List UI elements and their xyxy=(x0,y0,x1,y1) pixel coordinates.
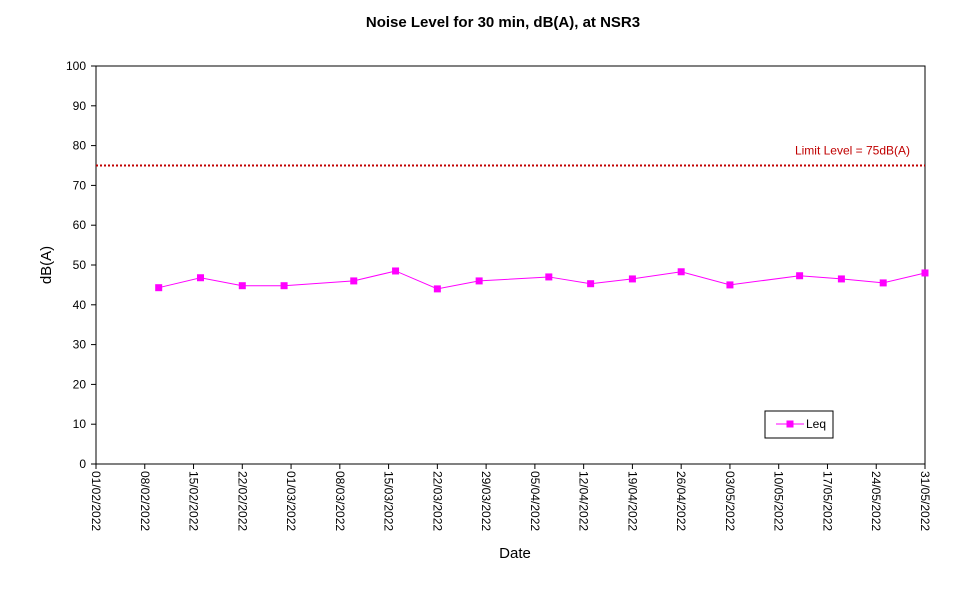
data-point xyxy=(879,279,887,287)
data-point xyxy=(280,282,288,290)
data-point xyxy=(392,267,400,275)
legend-marker-swatch xyxy=(786,420,794,428)
x-tick-label: 10/05/2022 xyxy=(772,471,786,531)
data-point xyxy=(677,268,685,276)
x-tick-label: 17/05/2022 xyxy=(820,471,834,531)
y-tick-label: 60 xyxy=(73,218,87,232)
y-tick-label: 50 xyxy=(73,258,87,272)
y-tick-label: 0 xyxy=(79,457,86,471)
plot-area xyxy=(95,65,926,465)
x-tick-label: 29/03/2022 xyxy=(479,471,493,531)
data-point xyxy=(726,281,734,289)
x-tick-label: 31/05/2022 xyxy=(918,471,932,531)
data-point xyxy=(628,275,636,283)
data-point xyxy=(545,273,553,281)
data-point xyxy=(238,282,246,290)
data-point xyxy=(837,275,845,283)
data-point xyxy=(796,272,804,280)
series-line xyxy=(158,270,926,290)
limit-line-group: Limit Level = 75dB(A) xyxy=(96,144,925,167)
x-tick-label: 15/03/2022 xyxy=(382,471,396,531)
data-point xyxy=(475,277,483,285)
y-tick-label: 40 xyxy=(73,298,87,312)
y-tick-label: 100 xyxy=(66,59,86,73)
x-tick-label: 22/02/2022 xyxy=(235,471,249,531)
x-tick-label: 03/05/2022 xyxy=(723,471,737,531)
y-tick-label: 30 xyxy=(73,338,87,352)
x-tick-label: 01/03/2022 xyxy=(284,471,298,531)
x-tick-label: 24/05/2022 xyxy=(869,471,883,531)
limit-line-label: Limit Level = 75dB(A) xyxy=(795,144,910,158)
y-tick-label: 10 xyxy=(73,417,87,431)
data-point xyxy=(196,274,204,282)
y-axis-label: dB(A) xyxy=(38,246,55,284)
x-tick-label: 22/03/2022 xyxy=(430,471,444,531)
y-tick-label: 80 xyxy=(73,139,87,153)
data-point xyxy=(921,269,929,277)
x-tick-label: 05/04/2022 xyxy=(528,471,542,531)
x-tick-label: 08/02/2022 xyxy=(138,471,152,531)
data-point xyxy=(155,284,163,292)
x-tick-label: 26/04/2022 xyxy=(674,471,688,531)
x-axis: 01/02/2022 08/02/2022 15/02/2022 22/02/2022… xyxy=(89,464,932,531)
data-point xyxy=(433,285,441,293)
y-tick-label: 20 xyxy=(73,377,87,391)
data-point xyxy=(587,280,595,288)
legend-label: Leq xyxy=(806,417,826,431)
x-axis-label: Date xyxy=(499,545,531,562)
y-tick-label: 70 xyxy=(73,178,87,192)
x-tick-label: 08/03/2022 xyxy=(333,471,347,531)
x-tick-label: 01/02/2022 xyxy=(89,471,103,531)
x-tick-label: 15/02/2022 xyxy=(187,471,201,531)
y-tick-label: 90 xyxy=(73,99,87,113)
x-tick-label: 19/04/2022 xyxy=(625,471,639,531)
y-axis: 0 10 20 30 40 50 60 70 80 90 100 xyxy=(66,59,96,471)
legend: Leq xyxy=(764,410,834,439)
x-tick-label: 12/04/2022 xyxy=(577,471,591,531)
data-point xyxy=(350,277,358,285)
series-leq xyxy=(155,267,929,293)
chart-title: Noise Level for 30 min, dB(A), at NSR3 xyxy=(366,14,640,31)
